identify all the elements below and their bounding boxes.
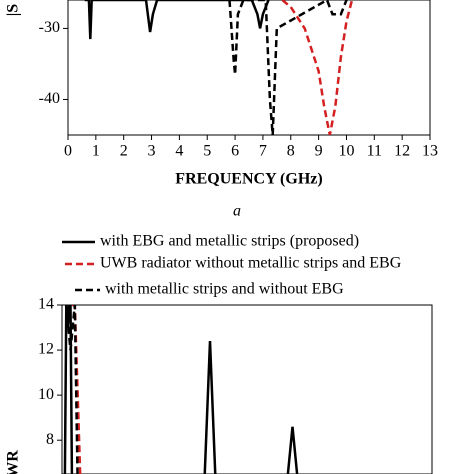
- plot-area: [84, 0, 354, 135]
- plot-frame: [61, 304, 433, 474]
- legend-label: with metallic strips and without EBG: [105, 281, 344, 298]
- data-line: [84, 0, 270, 40]
- y-tick-label: -40: [39, 90, 60, 107]
- x-tick-label: 3: [148, 143, 156, 160]
- x-tick-label: 13: [422, 143, 438, 160]
- data-line: [228, 0, 348, 135]
- y-axis-label: |S: [5, 4, 22, 17]
- x-tick-label: 5: [203, 143, 211, 160]
- y-tick-label: 10: [38, 386, 54, 403]
- data-line: [65, 305, 79, 474]
- y-tick-label: 8: [46, 431, 54, 448]
- x-tick-label: 12: [394, 143, 410, 160]
- x-tick-label: 8: [287, 143, 295, 160]
- x-tick-label: 1: [92, 143, 100, 160]
- data-line: [281, 0, 354, 135]
- legend-label: with EBG and metallic strips (proposed): [100, 233, 359, 250]
- x-tick-label: 4: [175, 143, 183, 160]
- plot-area: [63, 305, 299, 474]
- y-tick-label: 12: [38, 341, 54, 358]
- x-tick-label: 11: [367, 143, 382, 160]
- y-axis-label: WR: [5, 450, 22, 474]
- x-tick-label: 7: [259, 143, 267, 160]
- x-tick-label: 6: [231, 143, 239, 160]
- y-tick-label: 14: [38, 296, 54, 313]
- caption: a: [233, 203, 241, 220]
- x-tick-label: 9: [315, 143, 323, 160]
- y-tick-label: -30: [39, 19, 60, 36]
- x-tick-label: 0: [64, 143, 72, 160]
- x-axis-label: FREQUENCY (GHz): [175, 171, 322, 188]
- plot-frame: [67, 0, 431, 136]
- legend-label: UWB radiator without metallic strips and…: [100, 255, 402, 272]
- x-tick-label: 10: [338, 143, 354, 160]
- data-line: [63, 305, 299, 474]
- x-tick-label: 2: [120, 143, 128, 160]
